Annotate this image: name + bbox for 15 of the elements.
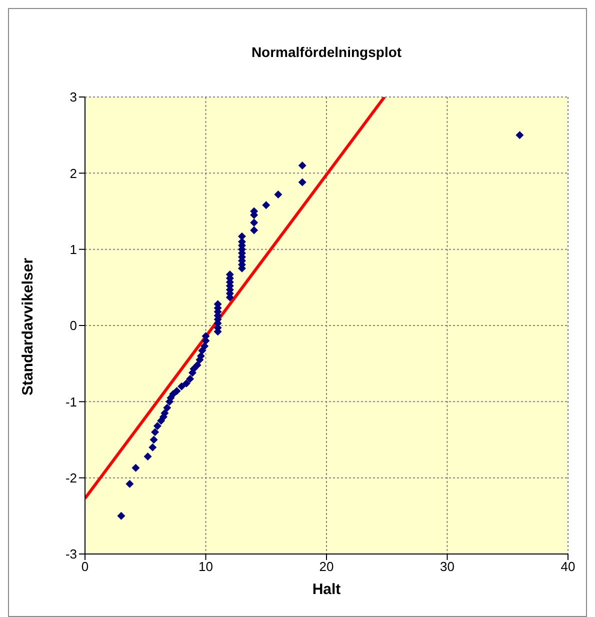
chart-title: Normalfördelningsplot (251, 44, 402, 60)
y-tick-label: 0 (70, 318, 77, 334)
x-axis-title: Halt (312, 581, 341, 598)
y-tick-label: 3 (70, 90, 77, 105)
x-tick-label: 20 (319, 559, 334, 574)
y-tick-label: 1 (70, 242, 77, 257)
x-tick-label: 0 (81, 559, 89, 574)
x-tick-label: 10 (198, 559, 213, 574)
x-tick-label: 30 (440, 559, 454, 574)
x-tick-label: 40 (560, 559, 576, 574)
y-tick-label: -1 (65, 394, 77, 410)
y-tick-label: -3 (65, 546, 77, 562)
y-axis-title: Standardavvikelser (19, 258, 36, 396)
y-tick-label: -2 (65, 470, 77, 486)
y-tick-label: 2 (70, 166, 77, 181)
